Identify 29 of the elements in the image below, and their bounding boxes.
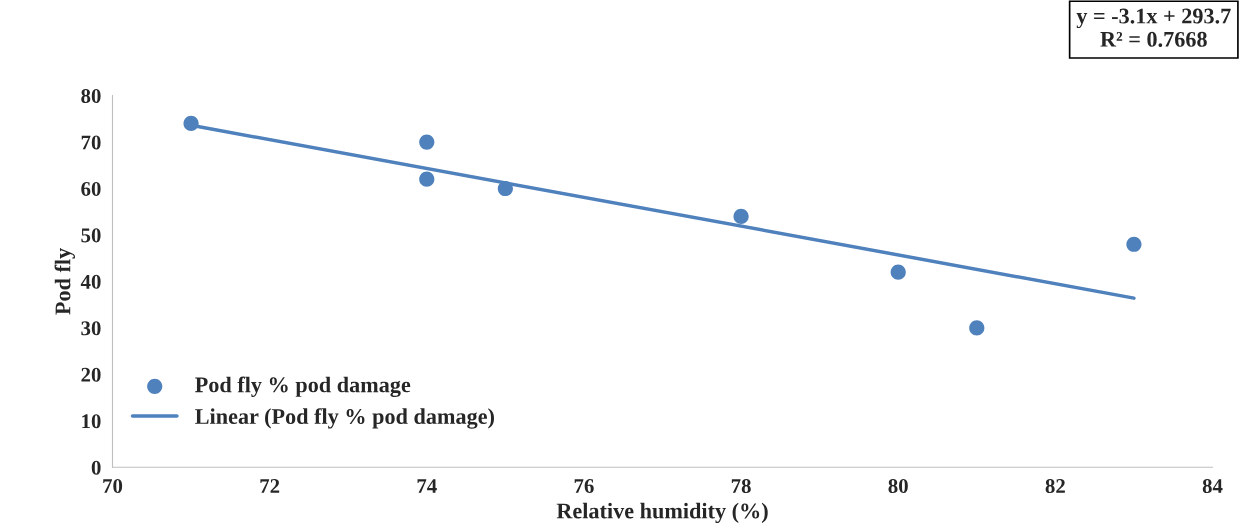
legend-label: Linear (Pod fly % pod damage) xyxy=(195,408,494,429)
point xyxy=(1126,236,1142,252)
text: y = -3.1x + 293.7 xyxy=(1076,8,1231,29)
legend-label: Pod fly % pod damage xyxy=(195,376,411,398)
x-tick-label: 78 xyxy=(731,478,751,494)
point xyxy=(890,264,906,280)
point xyxy=(969,320,985,336)
y-tick-label: 40 xyxy=(80,274,101,289)
point xyxy=(419,171,435,187)
y-tick-label: 60 xyxy=(81,181,101,196)
y-axis-title: Pod fly xyxy=(54,248,75,315)
y-tick-label: 10 xyxy=(82,414,101,429)
x-tick-label: 82 xyxy=(1045,478,1065,494)
x-tick-label: 74 xyxy=(417,479,437,493)
x-tick-label: 72 xyxy=(260,479,280,493)
point xyxy=(733,208,749,224)
y-tick-label: 0 xyxy=(91,460,101,475)
y-tick-label: 30 xyxy=(81,321,101,336)
x-tick-label: 76 xyxy=(574,479,594,494)
x-tick-label: 70 xyxy=(103,478,123,494)
y-tick-label: 20 xyxy=(81,367,101,382)
y-tick-label: 80 xyxy=(81,88,101,104)
x-tick-label: 80 xyxy=(888,478,908,494)
point xyxy=(419,134,435,150)
y-tick-label: 70 xyxy=(81,135,101,150)
x-axis-title: Relative humidity (%) xyxy=(556,502,768,524)
text: R² = 0.7668 xyxy=(1100,31,1207,47)
y-tick-label: 50 xyxy=(81,228,101,243)
x-tick-label: 84 xyxy=(1202,478,1223,494)
